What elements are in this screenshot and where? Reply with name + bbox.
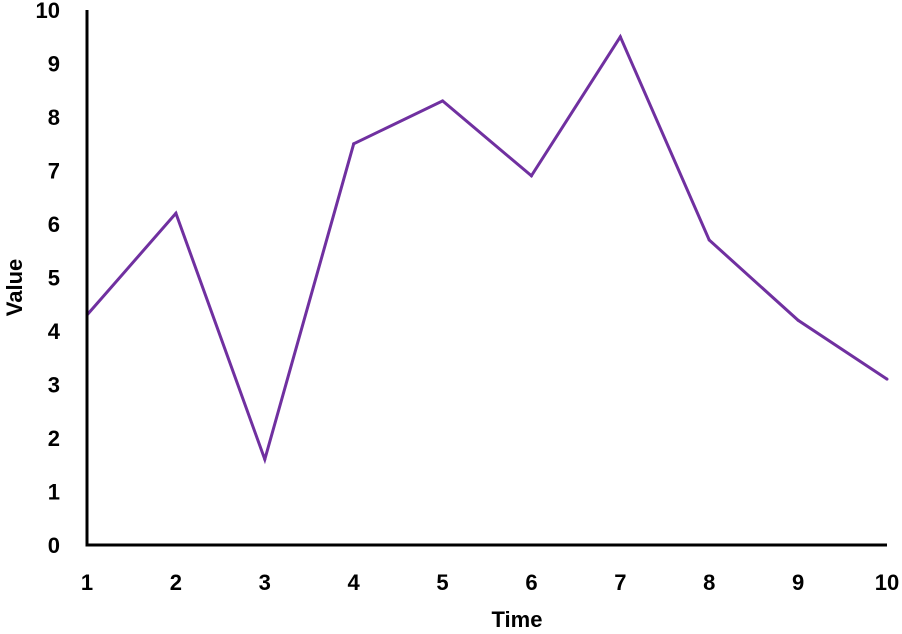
y-tick-label: 3 xyxy=(48,373,60,398)
data-point xyxy=(529,174,533,178)
x-tick-label: 6 xyxy=(525,570,537,595)
y-tick-label: 7 xyxy=(48,159,60,184)
series-points xyxy=(85,35,889,461)
x-tick-label: 4 xyxy=(348,570,361,595)
x-tick-label: 8 xyxy=(703,570,715,595)
y-axis-ticks: 0 1 2 3 4 5 6 7 8 9 10 xyxy=(36,0,61,558)
x-tick-label: 3 xyxy=(259,570,271,595)
y-tick-label: 0 xyxy=(48,533,60,558)
series-line xyxy=(85,33,888,465)
x-tick-label: 5 xyxy=(436,570,448,595)
x-tick-label: 1 xyxy=(81,570,93,595)
y-tick-label: 10 xyxy=(36,0,60,23)
y-axis-label: Value xyxy=(2,259,27,316)
x-tick-label: 7 xyxy=(614,570,626,595)
x-axis-ticks: 1 2 3 4 5 6 7 8 9 10 xyxy=(81,570,899,595)
y-tick-label: 4 xyxy=(48,319,61,344)
data-point xyxy=(174,211,178,215)
data-point xyxy=(263,457,267,461)
data-point xyxy=(618,35,622,39)
y-tick-label: 8 xyxy=(48,105,60,130)
x-tick-label: 10 xyxy=(875,570,899,595)
y-tick-label: 2 xyxy=(48,426,60,451)
x-tick-label: 2 xyxy=(170,570,182,595)
data-point xyxy=(352,142,356,146)
data-point xyxy=(441,99,445,103)
x-axis-label: Time xyxy=(492,607,543,629)
data-point xyxy=(796,318,800,322)
data-point xyxy=(707,238,711,242)
y-tick-label: 9 xyxy=(48,52,60,77)
y-tick-label: 6 xyxy=(48,212,60,237)
x-tick-label: 9 xyxy=(792,570,804,595)
y-tick-label: 1 xyxy=(48,480,60,505)
data-point xyxy=(885,377,889,381)
y-tick-label: 5 xyxy=(48,266,60,291)
